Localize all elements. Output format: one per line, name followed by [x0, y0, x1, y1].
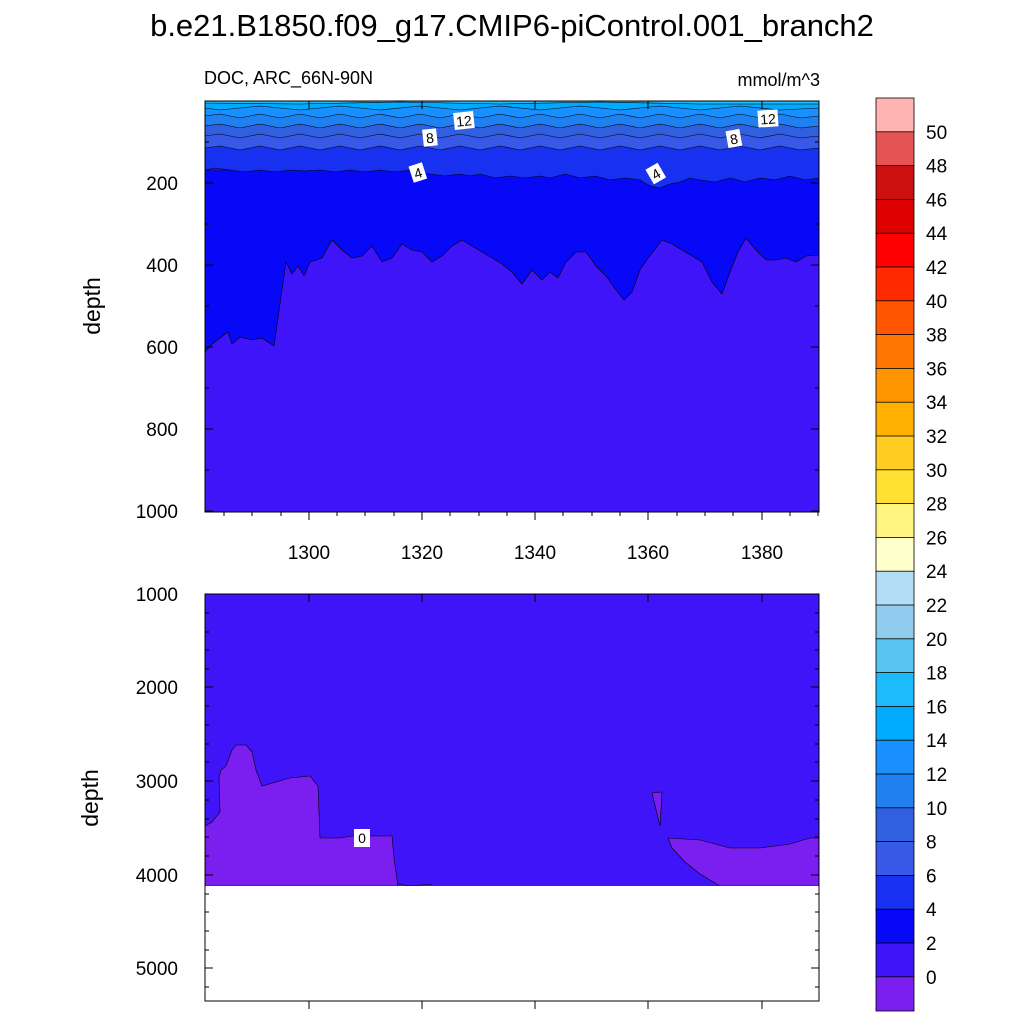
colorbar-swatch	[875, 266, 915, 302]
colorbar-swatch	[875, 401, 915, 437]
lower-x-axis-ticks	[308, 594, 763, 1009]
y-tick-label: 5000	[136, 959, 178, 980]
upper-panel: DOC, ARC_66N-90N mmol/m^3 12 8 4 12 8 4	[79, 68, 820, 564]
colorbar-label: 30	[926, 461, 947, 482]
fill-band-2-4	[205, 169, 819, 353]
colorbar-label: 8	[926, 833, 937, 854]
contour-label: 8	[425, 130, 435, 147]
upper-x-axis: 1300 1320 1340 1360 1380	[223, 101, 819, 564]
colorbar-swatch	[875, 300, 915, 336]
colorbar-label: 44	[926, 224, 948, 245]
colorbar-swatch	[875, 706, 915, 742]
colorbar-swatch	[875, 773, 915, 809]
lower-y-axis: 1000 2000 3000 4000 5000 depth	[77, 585, 819, 988]
colorbar-swatch	[875, 165, 915, 201]
colorbar-label: 0	[926, 968, 937, 989]
colorbar-label: 12	[926, 765, 947, 786]
x-tick-label: 1360	[627, 543, 669, 564]
colorbar-swatch	[875, 570, 915, 606]
upper-contour-labels: 12 8 4 12 8 4	[408, 109, 779, 185]
colorbar-swatch	[875, 334, 915, 370]
colorbar-swatch	[875, 739, 915, 775]
y-tick-label: 2000	[136, 678, 178, 699]
colorbar-label: 50	[926, 123, 947, 144]
colorbar-label: 6	[926, 866, 937, 887]
colorbar-label: 2	[926, 934, 937, 955]
y-tick-label: 4000	[136, 866, 178, 887]
y-tick-label: 1000	[136, 585, 178, 606]
colorbar-label: 22	[926, 596, 947, 617]
upper-y-axis: 200 400 600 800 1000 depth	[79, 100, 819, 523]
colorbar-label: 34	[926, 393, 948, 414]
colorbar-label: 42	[926, 258, 947, 279]
colorbar-swatch	[875, 503, 915, 539]
colorbar-swatch	[875, 232, 915, 268]
colorbar-label: 16	[926, 697, 947, 718]
colorbar-label: 26	[926, 528, 947, 549]
lower-y-axis-title: depth	[77, 769, 103, 827]
colorbar-swatch	[875, 469, 915, 505]
colorbar-label: 28	[926, 495, 947, 516]
upper-right-label: mmol/m^3	[738, 70, 820, 90]
colorbar-swatch	[875, 198, 915, 234]
contour-label: 8	[729, 130, 740, 147]
colorbar-swatch	[875, 604, 915, 640]
colorbar-swatch	[875, 97, 915, 133]
x-tick-label: 1300	[288, 543, 330, 564]
colorbar-swatch	[875, 367, 915, 403]
upper-y-axis-title: depth	[79, 277, 105, 335]
lower-contour-fill	[205, 594, 819, 887]
colorbar-label: 10	[926, 799, 947, 820]
colorbar-label: 20	[926, 630, 947, 651]
y-tick-label: 200	[146, 174, 178, 195]
lower-contour-labels: 0	[354, 829, 370, 847]
colorbar-label: 32	[926, 427, 947, 448]
colorbar-label: 24	[926, 562, 948, 583]
colorbar-label: 40	[926, 292, 947, 313]
contour-label: 0	[358, 830, 366, 846]
colorbar: 5048464442403836343230282624222018161412…	[875, 97, 948, 1012]
y-tick-label: 600	[146, 338, 178, 359]
colorbar-label: 48	[926, 157, 947, 178]
contour-label: 12	[455, 112, 472, 130]
lower-panel: 0 1000 2000 3000 4000 5000 depth	[77, 585, 820, 1009]
upper-contour-fill	[205, 101, 819, 512]
x-tick-label: 1320	[401, 543, 443, 564]
x-tick-label: 1340	[514, 543, 556, 564]
colorbar-label: 36	[926, 359, 947, 380]
colorbar-swatch	[875, 841, 915, 877]
y-tick-label: 800	[146, 420, 178, 441]
colorbar-label: 46	[926, 190, 947, 211]
y-tick-label: 1000	[136, 502, 178, 523]
colorbar-swatch	[875, 435, 915, 471]
colorbar-label: 4	[926, 900, 937, 921]
fill-band-16-18	[205, 101, 819, 105]
colorbar-swatch	[875, 537, 915, 573]
y-tick-label: 400	[146, 256, 178, 277]
ocean-floor-mask	[205, 886, 819, 1001]
x-tick-label: 1380	[741, 543, 783, 564]
figure-title: b.e21.B1850.f09_g17.CMIP6-piControl.001_…	[150, 8, 874, 43]
colorbar-swatch	[875, 807, 915, 843]
colorbar-swatch	[875, 875, 915, 911]
colorbar-swatch	[875, 908, 915, 944]
y-tick-label: 3000	[136, 772, 178, 793]
colorbar-swatch	[875, 976, 915, 1012]
fill-band-below-0-right	[667, 837, 819, 887]
colorbar-label: 38	[926, 326, 947, 347]
contour-label: 12	[760, 110, 777, 127]
colorbar-label: 14	[926, 731, 948, 752]
upper-left-label: DOC, ARC_66N-90N	[204, 68, 373, 89]
fill-band-below-0-spike	[651, 791, 663, 827]
fill-band-below-0-left	[205, 744, 399, 887]
colorbar-swatch	[875, 131, 915, 167]
colorbar-swatch	[875, 942, 915, 978]
colorbar-label: 18	[926, 664, 947, 685]
colorbar-swatch	[875, 672, 915, 708]
lower-plot-frame	[204, 593, 820, 1002]
colorbar-swatch	[875, 638, 915, 674]
